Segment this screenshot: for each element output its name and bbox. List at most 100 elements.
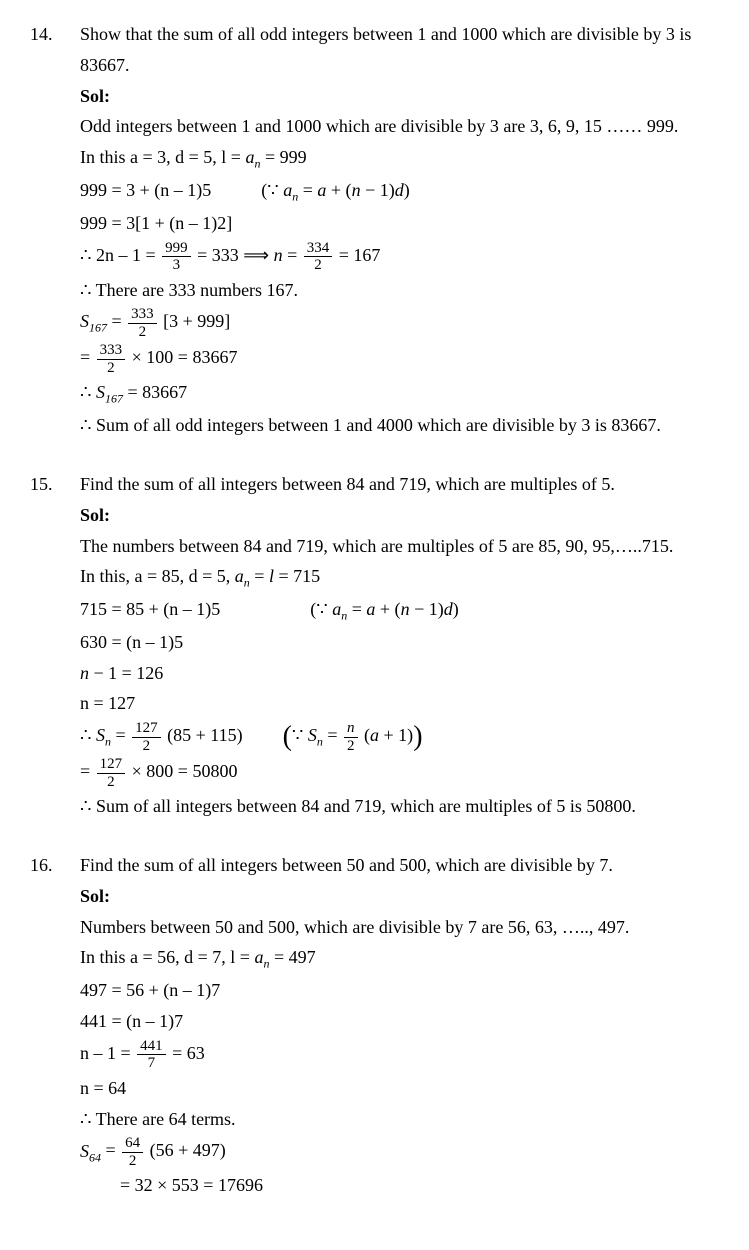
num: 333 (97, 342, 126, 360)
den: 2 (122, 1153, 143, 1170)
text: + ( (375, 599, 400, 619)
text: × 100 = 83667 (127, 347, 237, 367)
problem-content: Find the sum of all integers between 50 … (80, 851, 719, 1202)
var: an (235, 566, 250, 586)
sol-line: ∴ S167 = 83667 (80, 378, 719, 409)
text: = 999 (260, 147, 306, 167)
fraction: 3332 (97, 342, 126, 376)
fraction: 1272 (97, 756, 126, 790)
sol-line: n – 1 = 4417 = 63 (80, 1038, 719, 1072)
den: 2 (344, 738, 358, 755)
sol-line: = 32 × 553 = 17696 (80, 1171, 719, 1200)
sol-line: ∴ Sum of all integers between 84 and 719… (80, 792, 719, 821)
sol-line: n = 64 (80, 1074, 719, 1103)
var: n (274, 245, 283, 265)
text: ∴ 2n – 1 = (80, 245, 160, 265)
den: 2 (128, 324, 157, 341)
text: 715 = 85 + (n – 1)5 (80, 599, 220, 619)
var: Sn (308, 725, 323, 745)
s: S (80, 311, 89, 331)
num: 333 (128, 306, 157, 324)
problem-number: 14. (20, 20, 80, 442)
var: an (332, 599, 347, 619)
sol-label: Sol: (80, 882, 719, 911)
text: = (283, 245, 302, 265)
sub: 167 (105, 392, 123, 406)
sol-label: Sol: (80, 82, 719, 111)
sol-line: n = 127 (80, 689, 719, 718)
text: In this, a = 85, d = 5, (80, 566, 235, 586)
text: (∵ (310, 599, 332, 619)
paren: ( (283, 721, 292, 752)
sol-line: 497 = 56 + (n – 1)7 (80, 976, 719, 1005)
sol-label: Sol: (80, 501, 719, 530)
text: = (101, 1141, 120, 1161)
problem-number: 15. (20, 470, 80, 823)
fraction: 642 (122, 1135, 143, 1169)
question-line: Find the sum of all integers between 50 … (80, 851, 719, 880)
text: = (323, 725, 342, 745)
text: = (111, 725, 130, 745)
sol-line: n − 1 = 126 (80, 659, 719, 688)
fraction: 1272 (132, 720, 161, 754)
text: = (298, 180, 317, 200)
question-line: Find the sum of all integers between 84 … (80, 470, 719, 499)
num: 127 (97, 756, 126, 774)
fraction: 9993 (162, 240, 191, 274)
num: 64 (122, 1135, 143, 1153)
sol-line: 999 = 3[1 + (n – 1)2] (80, 209, 719, 238)
text: n – 1 = (80, 1043, 135, 1063)
question-line: Show that the sum of all odd integers be… (80, 20, 719, 49)
text: (56 + 497) (145, 1141, 226, 1161)
fraction: 4417 (137, 1038, 166, 1072)
den: 2 (97, 360, 126, 377)
num: 999 (162, 240, 191, 258)
sol-line: Numbers between 50 and 500, which are di… (80, 913, 719, 942)
var: S167 (96, 382, 123, 402)
problem-16: 16. Find the sum of all integers between… (20, 851, 719, 1202)
sol-line: ∴ There are 333 numbers 167. (80, 276, 719, 305)
sol-line: The numbers between 84 and 719, which ar… (80, 532, 719, 561)
var: n (401, 599, 410, 619)
text: = 497 (269, 947, 315, 967)
text: = 715 (274, 566, 320, 586)
text: In this a = 56, d = 7, l = (80, 947, 254, 967)
sol-line: Odd integers between 1 and 1000 which ar… (80, 112, 719, 141)
s: S (308, 725, 317, 745)
s: S (80, 1141, 89, 1161)
var: n (352, 180, 361, 200)
den: 2 (132, 738, 161, 755)
s: S (96, 382, 105, 402)
sub: 64 (89, 1150, 101, 1164)
text: + 1) (379, 725, 413, 745)
s: S (96, 725, 105, 745)
num: 334 (304, 240, 333, 258)
den: 2 (304, 257, 333, 274)
text: = (250, 566, 269, 586)
var: Sn (96, 725, 111, 745)
fraction: 3342 (304, 240, 333, 274)
text: − 1) (410, 599, 444, 619)
text: = (80, 761, 95, 781)
num: n (344, 720, 358, 738)
problem-14: 14. Show that the sum of all odd integer… (20, 20, 719, 442)
sol-line: In this a = 56, d = 7, l = an = 497 (80, 943, 719, 974)
text: 999 = 3 + (n – 1)5 (80, 180, 211, 200)
text: = (80, 347, 95, 367)
text: ∴ (80, 382, 96, 402)
var: n (80, 663, 89, 683)
text: × 800 = 50800 (127, 761, 237, 781)
sol-line: ∴ Sn = 1272 (85 + 115)(∵ Sn = n2 (a + 1)… (80, 720, 719, 754)
text: [3 + 999] (159, 311, 231, 331)
sol-line: 999 = 3 + (n – 1)5(∵ an = a + (n − 1)d) (80, 176, 719, 207)
text: (∵ (261, 180, 283, 200)
sol-line: = 3332 × 100 = 83667 (80, 342, 719, 376)
sol-line: S167 = 3332 [3 + 999] (80, 306, 719, 340)
paren: ) (413, 721, 422, 752)
text: ) (404, 180, 410, 200)
den: 7 (137, 1055, 166, 1072)
question-line: 83667. (80, 51, 719, 80)
den: 2 (97, 774, 126, 791)
var: S64 (80, 1141, 101, 1161)
text: − 1 = 126 (89, 663, 163, 683)
